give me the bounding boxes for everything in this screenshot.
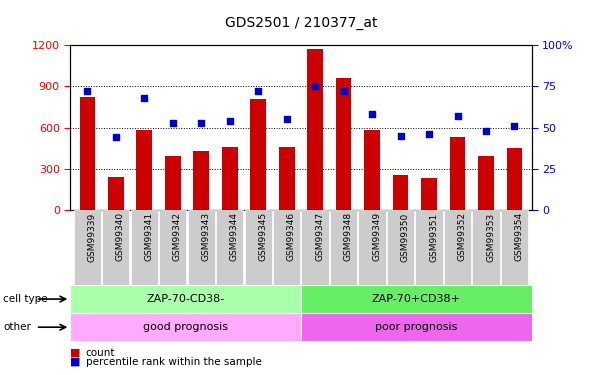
Bar	[251, 99, 266, 210]
Bar	[336, 78, 351, 210]
Bar	[507, 148, 522, 210]
Bar	[74, 210, 101, 285]
Bar	[159, 210, 186, 285]
Bar	[478, 156, 494, 210]
Bar	[279, 147, 295, 210]
Text: GSM99342: GSM99342	[173, 212, 182, 261]
Bar	[244, 210, 272, 285]
Bar	[330, 210, 357, 285]
Point	[225, 118, 235, 124]
Text: GDS2501 / 210377_at: GDS2501 / 210377_at	[225, 16, 377, 30]
Bar	[131, 210, 158, 285]
Text: GSM99350: GSM99350	[401, 212, 409, 261]
Text: GSM99354: GSM99354	[514, 212, 524, 261]
Text: GSM99347: GSM99347	[315, 212, 324, 261]
Text: good prognosis: good prognosis	[143, 322, 228, 332]
Text: GSM99351: GSM99351	[429, 212, 438, 261]
Bar	[188, 210, 215, 285]
Bar	[222, 147, 238, 210]
Bar	[273, 210, 301, 285]
Point	[424, 131, 434, 137]
Bar	[194, 151, 209, 210]
Text: GSM99352: GSM99352	[458, 212, 467, 261]
Point	[396, 133, 406, 139]
Bar	[216, 210, 243, 285]
Text: ■: ■	[70, 348, 81, 357]
Bar	[444, 210, 471, 285]
Bar	[307, 49, 323, 210]
Point	[139, 95, 149, 101]
Text: ZAP-70-CD38-: ZAP-70-CD38-	[147, 294, 225, 304]
Bar	[102, 210, 130, 285]
Text: GSM99344: GSM99344	[230, 212, 239, 261]
Bar	[301, 313, 532, 341]
Text: GSM99339: GSM99339	[87, 212, 97, 261]
Text: GSM99341: GSM99341	[144, 212, 153, 261]
Bar	[301, 285, 532, 313]
Text: GSM99343: GSM99343	[201, 212, 210, 261]
Bar	[450, 137, 466, 210]
Text: GSM99345: GSM99345	[258, 212, 267, 261]
Text: ■: ■	[70, 357, 81, 367]
Bar	[501, 210, 528, 285]
Bar	[387, 210, 414, 285]
Bar	[165, 156, 181, 210]
Bar	[415, 210, 443, 285]
Point	[338, 88, 348, 94]
Bar	[364, 130, 380, 210]
Bar	[421, 178, 437, 210]
Bar	[70, 285, 301, 313]
Point	[254, 88, 263, 94]
Text: other: other	[3, 322, 31, 332]
Bar	[108, 177, 123, 210]
Point	[510, 123, 519, 129]
Text: poor prognosis: poor prognosis	[375, 322, 458, 332]
Text: percentile rank within the sample: percentile rank within the sample	[86, 357, 262, 367]
Point	[196, 120, 206, 126]
Point	[481, 128, 491, 134]
Point	[282, 116, 291, 122]
Text: count: count	[86, 348, 115, 357]
Bar	[136, 130, 152, 210]
Text: GSM99349: GSM99349	[372, 212, 381, 261]
Bar	[301, 210, 329, 285]
Point	[82, 88, 92, 94]
Text: GSM99340: GSM99340	[116, 212, 125, 261]
Bar	[359, 210, 386, 285]
Point	[310, 83, 320, 89]
Text: cell type: cell type	[3, 294, 48, 304]
Point	[111, 134, 121, 140]
Text: GSM99348: GSM99348	[343, 212, 353, 261]
Text: GSM99353: GSM99353	[486, 212, 495, 261]
Text: GSM99346: GSM99346	[287, 212, 296, 261]
Bar	[79, 97, 95, 210]
Point	[168, 120, 178, 126]
Text: ZAP-70+CD38+: ZAP-70+CD38+	[371, 294, 461, 304]
Point	[453, 113, 463, 119]
Bar	[472, 210, 500, 285]
Point	[367, 111, 377, 117]
Bar	[393, 175, 408, 210]
Bar	[70, 313, 301, 341]
